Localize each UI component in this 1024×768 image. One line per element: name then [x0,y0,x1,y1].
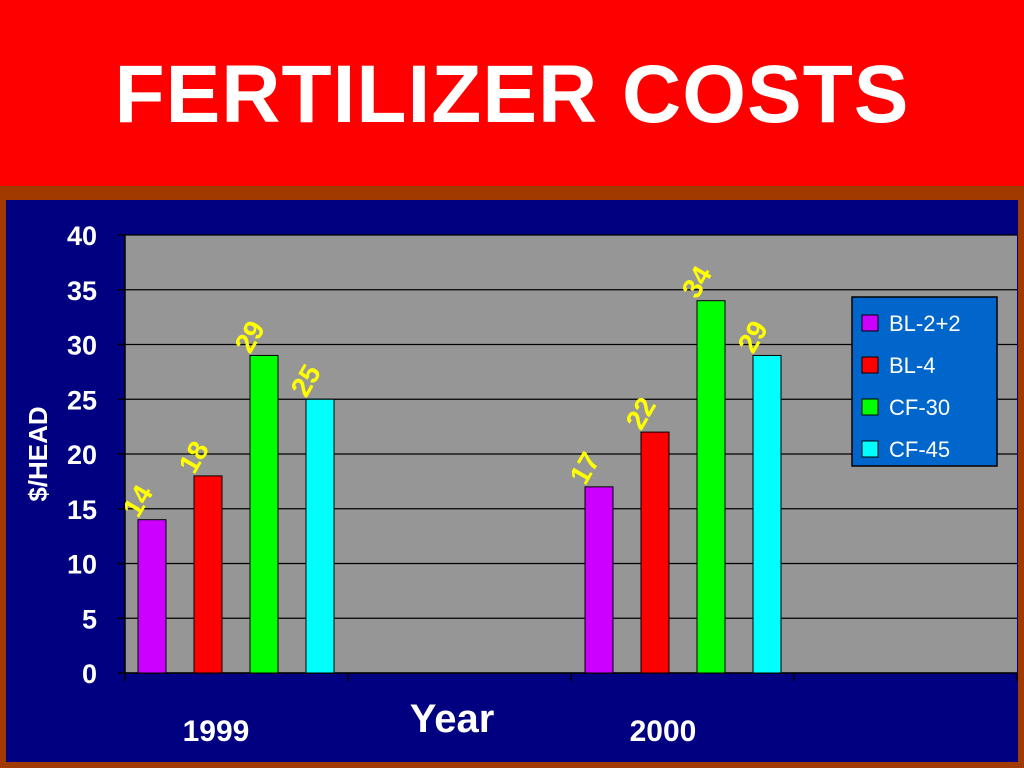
legend-swatch [861,440,879,458]
bar [752,354,782,674]
y-axis-title: $/HEAD [23,406,53,501]
y-tick-label: 25 [67,385,97,415]
legend-swatch [861,314,879,332]
y-tick-label: 0 [82,659,97,689]
y-tick-label: 10 [67,550,97,580]
x-tick-label: 1999 [183,715,250,748]
bar [696,300,726,674]
legend-label: CF-45 [889,437,950,462]
legend-swatch [861,398,879,416]
bar-chart: 0510152025303540141829251999172234292000… [23,221,1018,748]
y-tick-label: 20 [67,440,97,470]
x-tick-label: 2000 [630,715,697,748]
bar [137,519,167,674]
legend-label: BL-2+2 [889,311,961,336]
bar [584,486,614,674]
legend-swatch [861,356,879,374]
bar [249,354,279,674]
legend-label: BL-4 [889,353,935,378]
legend-label: CF-30 [889,395,950,420]
y-tick-label: 30 [67,331,97,361]
y-tick-label: 40 [67,221,97,251]
y-tick-label: 35 [67,276,97,306]
bar [305,398,335,674]
slide-title: FERTILIZER COSTS [114,49,910,140]
bar [193,475,223,674]
x-axis-title: Year [410,697,495,741]
bar [640,431,670,674]
y-tick-label: 15 [67,495,97,525]
y-tick-label: 5 [82,604,97,634]
